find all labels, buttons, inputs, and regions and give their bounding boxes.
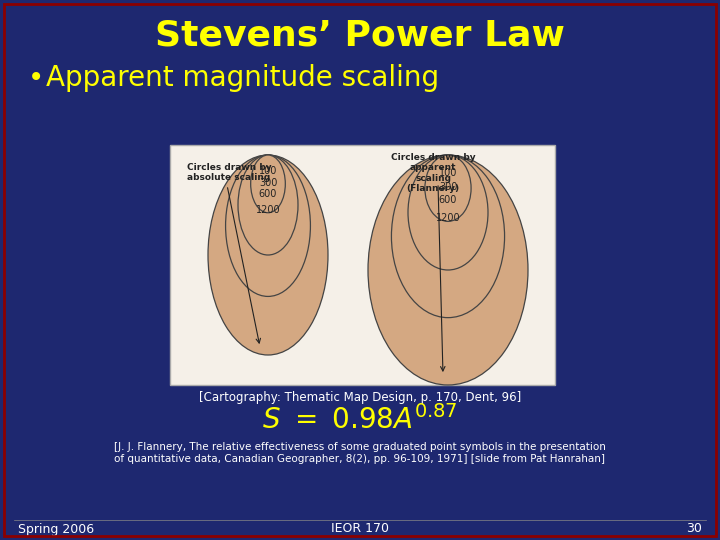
Text: 100: 100	[438, 168, 457, 178]
Text: 30: 30	[686, 523, 702, 536]
Text: 100: 100	[258, 166, 277, 176]
Ellipse shape	[425, 155, 471, 221]
Text: Apparent magnitude scaling: Apparent magnitude scaling	[46, 64, 439, 92]
FancyBboxPatch shape	[170, 145, 555, 385]
Text: 300: 300	[258, 178, 277, 187]
Ellipse shape	[368, 155, 528, 385]
Ellipse shape	[225, 155, 310, 296]
Ellipse shape	[238, 155, 298, 255]
Text: •: •	[28, 64, 44, 92]
Text: 300: 300	[438, 181, 457, 192]
Text: 600: 600	[258, 189, 277, 199]
Ellipse shape	[208, 155, 328, 355]
Text: [J. J. Flannery, The relative effectiveness of some graduated point symbols in t: [J. J. Flannery, The relative effectiven…	[114, 442, 606, 464]
Text: 1200: 1200	[436, 213, 460, 223]
Ellipse shape	[408, 155, 488, 270]
Text: IEOR 170: IEOR 170	[331, 523, 389, 536]
Text: [Cartography: Thematic Map Design, p. 170, Dent, 96]: [Cartography: Thematic Map Design, p. 17…	[199, 390, 521, 403]
Text: Stevens’ Power Law: Stevens’ Power Law	[155, 18, 565, 52]
Text: Circles drawn by
absolute scaling: Circles drawn by absolute scaling	[187, 163, 271, 183]
Ellipse shape	[392, 155, 505, 318]
Ellipse shape	[251, 155, 285, 213]
Text: 1200: 1200	[256, 205, 280, 215]
Text: Spring 2006: Spring 2006	[18, 523, 94, 536]
Text: 600: 600	[438, 195, 457, 205]
Text: Circles drawn by
apparent
scaling
(Flannery): Circles drawn by apparent scaling (Flann…	[391, 153, 475, 193]
Text: $\mathit{S}\ =\ 0.98\mathit{A}^{0.87}$: $\mathit{S}\ =\ 0.98\mathit{A}^{0.87}$	[262, 405, 458, 435]
